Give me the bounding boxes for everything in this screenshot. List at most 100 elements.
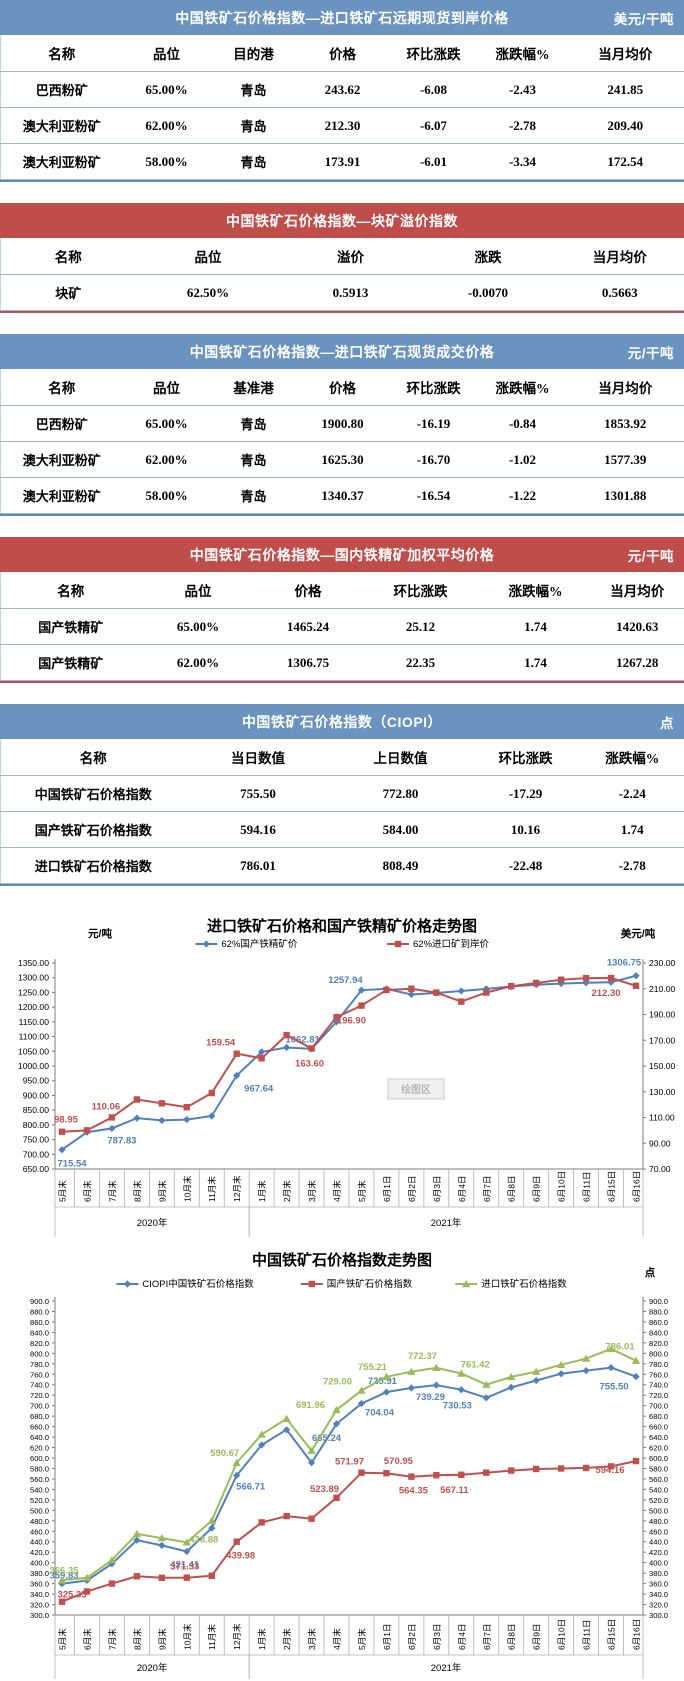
table-ciopi-index: 中国铁矿石价格指数（CIOPI）点名称当日数值上日数值环比涨跌涨跌幅%中国铁矿石…: [0, 704, 684, 886]
square-marker: [558, 977, 564, 983]
legend-label: 62%国产铁精矿价: [221, 938, 298, 950]
row-name-cell: 巴西粉矿: [1, 72, 123, 108]
data-point-label: 729.00: [323, 1376, 352, 1387]
table-title-bar: 中国铁矿石价格指数—国内铁精矿加权平均价格元/干吨: [0, 537, 684, 572]
square-marker: [184, 1574, 190, 1580]
left-axis-tick-label: 320.0: [30, 1601, 49, 1610]
column-header: 当日数值: [186, 739, 331, 776]
square-marker: [433, 989, 439, 995]
right-axis-tick-label: 780.0: [649, 1360, 668, 1369]
square-marker: [159, 1575, 165, 1581]
value-cell: 1340.37: [297, 478, 389, 514]
data-point-label: 570.95: [384, 1456, 414, 1467]
right-axis-tick-label: 190.00: [649, 1010, 676, 1020]
x-axis-category-label: 6月4日: [457, 1624, 467, 1650]
row-name-cell: 澳大利亚粉矿: [1, 108, 123, 144]
left-axis-tick-label: 420.0: [30, 1548, 49, 1557]
x-axis-category-label: 6月1日: [382, 1176, 392, 1202]
data-point-label: 163.60: [295, 1058, 324, 1069]
x-axis-category-label: 6月末: [82, 1628, 92, 1650]
value-cell: 58.00%: [123, 144, 211, 180]
value-cell: 62.00%: [123, 108, 211, 144]
x-axis-category-label: 4月末: [332, 1628, 342, 1650]
right-axis-tick-label: 380.0: [649, 1569, 668, 1578]
x-axis-category-label: 1月末: [257, 1628, 267, 1650]
x-axis-category-label: 6月8日: [507, 1624, 517, 1650]
data-point-label: 566.71: [236, 1481, 266, 1492]
x-axis-category-label: 8月末: [132, 1180, 142, 1202]
right-axis-tick-label: 540.0: [649, 1485, 668, 1494]
x-axis-category-label: 6月末: [82, 1180, 92, 1202]
right-axis-tick-label: 500.0: [649, 1506, 668, 1515]
value-cell: 1301.88: [567, 478, 684, 514]
x-axis-category-label: 5月末: [357, 1628, 367, 1650]
square-marker: [333, 1495, 339, 1501]
right-axis-tick-label: 340.0: [649, 1590, 668, 1599]
square-marker: [583, 975, 589, 981]
column-header: 当月均价: [556, 238, 684, 275]
x-axis-category-label: 6月4日: [457, 1176, 467, 1202]
value-cell: 1625.30: [297, 442, 389, 478]
left-axis-tick-label: 680.0: [30, 1412, 49, 1421]
legend-label: CIOPI中国铁矿石价格指数: [142, 1278, 254, 1290]
value-cell: 173.91: [297, 144, 389, 180]
right-axis-tick-label: 170.00: [649, 1035, 676, 1045]
right-axis-tick-label: 460.0: [649, 1527, 668, 1536]
value-cell: 58.00%: [123, 478, 211, 514]
value-cell: -16.19: [389, 406, 479, 442]
square-marker: [258, 1519, 264, 1525]
row-name-cell: 澳大利亚粉矿: [1, 478, 123, 514]
table-unit-label: 元/干吨: [628, 537, 674, 572]
value-cell: -22.48: [471, 848, 581, 884]
x-axis-category-label: 2月末: [282, 1180, 292, 1202]
left-axis-tick-label: 540.0: [30, 1485, 49, 1494]
value-cell: -3.34: [479, 144, 567, 180]
data-point-label: 787.83: [107, 1135, 136, 1146]
square-marker: [258, 1055, 264, 1061]
x-axis-category-label: 2月末: [282, 1628, 292, 1650]
x-axis-category-label: 10月末: [182, 1623, 192, 1650]
right-axis-tick-label: 760.0: [649, 1370, 668, 1379]
data-point-label: 772.37: [408, 1351, 437, 1362]
column-header: 名称: [1, 572, 141, 609]
column-header: 上日数值: [331, 739, 471, 776]
x-axis-category-label: 7月末: [107, 1180, 117, 1202]
left-axis-tick-label: 840.0: [30, 1328, 49, 1337]
right-axis-tick-label: 700.0: [649, 1402, 668, 1411]
column-header: 价格: [297, 369, 389, 406]
value-cell: 65.00%: [123, 72, 211, 108]
right-axis-tick-label: 840.0: [649, 1328, 668, 1337]
square-marker: [508, 983, 514, 989]
x-axis-category-label: 5月末: [58, 1628, 68, 1650]
square-marker: [134, 1573, 140, 1579]
ciopi-index-trend-chart: 中国铁矿石价格指数走势图点CIOPI中国铁矿石价格指数国产铁矿石价格指数进口铁矿…: [0, 1249, 684, 1681]
value-cell: 755.50: [186, 776, 331, 812]
square-marker: [408, 1473, 414, 1479]
square-marker: [159, 1100, 165, 1106]
data-point-label: 438.88: [189, 1534, 218, 1545]
value-cell: 青岛: [211, 108, 297, 144]
column-header: 目的港: [211, 35, 297, 72]
square-marker: [233, 1051, 239, 1057]
legend-label: 进口铁矿石价格指数: [481, 1278, 567, 1290]
left-axis-tick-label: 620.0: [30, 1444, 49, 1453]
value-cell: 青岛: [211, 478, 297, 514]
data-point-label: 159.54: [206, 1038, 236, 1049]
x-axis-category-label: 6月15日: [607, 1171, 617, 1202]
column-header: 环比涨跌: [389, 35, 479, 72]
data-point-label: 371.33: [170, 1562, 199, 1573]
square-marker: [59, 1129, 65, 1135]
right-axis-tick-label: 600.0: [649, 1454, 668, 1463]
right-axis-tick-label: 680.0: [649, 1412, 668, 1421]
column-header: 涨跌幅%: [581, 739, 684, 776]
right-axis-unit-label: 点: [645, 1266, 656, 1279]
table-title: 中国铁矿石价格指数—进口铁矿石远期现货到岸价格: [175, 8, 509, 28]
right-axis-tick-label: 560.0: [649, 1475, 668, 1484]
x-axis-category-label: 6月2日: [407, 1624, 417, 1650]
square-marker: [458, 1472, 464, 1478]
value-cell: 62.50%: [136, 275, 281, 311]
